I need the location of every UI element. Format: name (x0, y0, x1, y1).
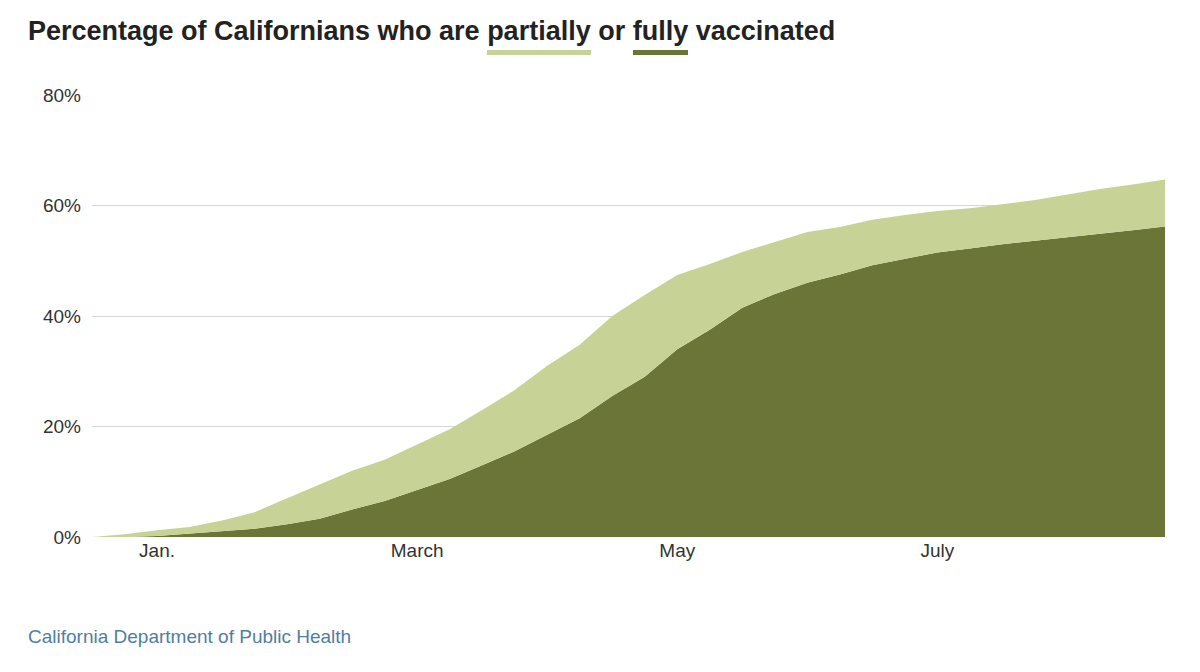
svg-text:80%: 80% (43, 85, 81, 106)
svg-text:40%: 40% (43, 306, 81, 327)
svg-text:20%: 20% (43, 416, 81, 437)
html-text:Percentage of Californians who: Percentage of Californians who are parti… (28, 16, 836, 46)
svg-text:March: March (391, 540, 444, 561)
svg-text:Jan.: Jan. (139, 540, 175, 561)
svg-text:May: May (659, 540, 695, 561)
svg-text:0%: 0% (54, 527, 82, 548)
svg-text:July: July (920, 540, 954, 561)
svg-text:60%: 60% (43, 195, 81, 216)
html-text:California Department of Publi: California Department of Public Health (28, 626, 352, 647)
